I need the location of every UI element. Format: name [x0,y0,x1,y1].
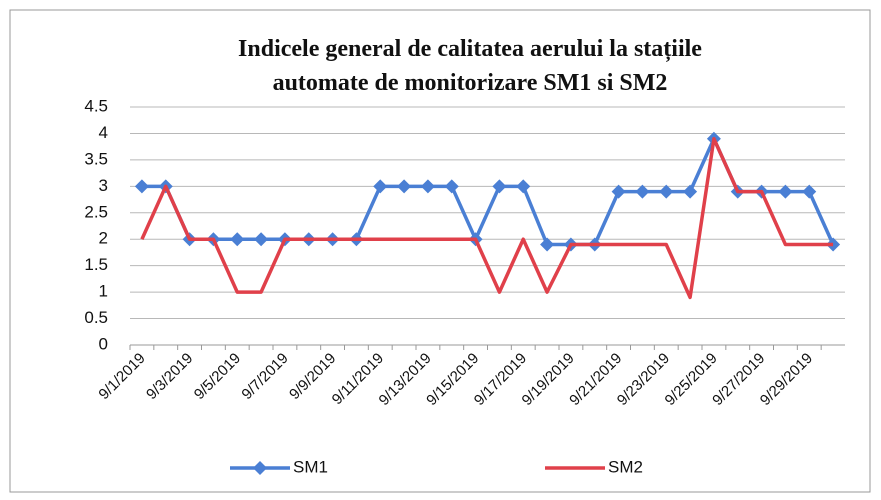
marker [778,184,793,199]
y-tick-label: 4 [99,123,108,142]
y-tick-label: 0 [99,334,108,353]
x-tick-label: 9/7/2019 [238,350,291,403]
marker [516,179,531,194]
series-line [140,136,834,300]
y-tick-label: 4.5 [84,96,108,115]
chart-title: Indicele general de calitatea aerului la… [238,36,702,62]
series-line [141,136,835,247]
marker [540,237,555,252]
y-tick-label: 3 [99,176,108,195]
marker [802,184,817,199]
legend-marker [253,461,267,475]
marker [254,232,269,247]
x-tick-label: 9/3/2019 [143,350,196,403]
marker [492,179,507,194]
marker [230,232,245,247]
y-tick-label: 1.5 [84,255,108,274]
marker [373,179,388,194]
legend-label: SM2 [608,457,643,476]
marker [683,184,698,199]
marker [611,184,626,199]
y-tick-label: 2 [99,229,108,248]
x-tick-label: 9/29/2019 [757,350,816,409]
legend-label: SM1 [293,457,328,476]
marker [397,179,412,194]
x-tick-label: 9/5/2019 [191,350,244,403]
chart-title: automate de monitorizare SM1 si SM2 [273,70,668,96]
x-tick-label: 9/1/2019 [95,350,148,403]
chart-frame [9,9,871,493]
y-tick-label: 3.5 [84,149,108,168]
y-tick-label: 1 [99,282,108,301]
marker [134,179,149,194]
y-tick-label: 0.5 [84,308,108,327]
marker [635,184,650,199]
marker [444,179,459,194]
y-tick-label: 2.5 [84,202,108,221]
marker [659,184,674,199]
marker [420,179,435,194]
